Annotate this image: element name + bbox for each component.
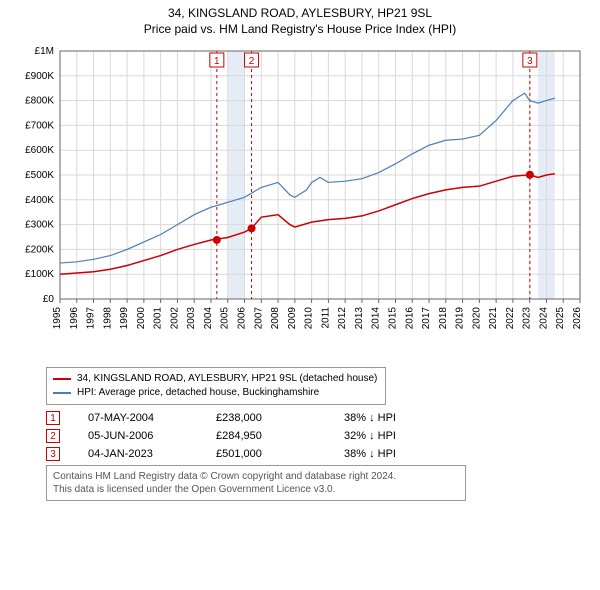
page-subtitle: Price paid vs. HM Land Registry's House …	[10, 22, 590, 38]
svg-text:2026: 2026	[572, 307, 583, 330]
legend-row-price: 34, KINGSLAND ROAD, AYLESBURY, HP21 9SL …	[53, 372, 379, 386]
svg-text:2000: 2000	[136, 307, 147, 330]
svg-text:2012: 2012	[337, 307, 348, 330]
marker-badge: 2	[46, 429, 60, 443]
svg-text:2002: 2002	[169, 307, 180, 330]
sale-delta: 32% ↓ HPI	[344, 430, 444, 442]
svg-text:2013: 2013	[354, 307, 365, 330]
svg-text:£1M: £1M	[35, 46, 54, 57]
legend-swatch-red	[53, 378, 71, 380]
svg-text:2024: 2024	[538, 307, 549, 330]
sale-price: £501,000	[216, 448, 316, 460]
svg-text:2011: 2011	[320, 307, 331, 329]
svg-text:£0: £0	[43, 294, 55, 305]
table-row: 1 07-MAY-2004 £238,000 38% ↓ HPI	[46, 411, 580, 425]
svg-text:£700K: £700K	[25, 121, 54, 132]
svg-text:1: 1	[214, 56, 220, 67]
table-row: 2 05-JUN-2006 £284,950 32% ↓ HPI	[46, 429, 580, 443]
svg-text:1996: 1996	[69, 307, 80, 330]
sale-date: 07-MAY-2004	[88, 412, 188, 424]
sale-price: £238,000	[216, 412, 316, 424]
svg-text:1998: 1998	[102, 307, 113, 330]
svg-text:1999: 1999	[119, 307, 130, 330]
svg-text:2005: 2005	[220, 307, 231, 330]
svg-text:£600K: £600K	[25, 145, 54, 156]
svg-text:1995: 1995	[52, 307, 63, 330]
svg-text:2025: 2025	[555, 307, 566, 330]
svg-text:2020: 2020	[471, 307, 482, 330]
svg-text:£900K: £900K	[25, 71, 54, 82]
marker-badge: 3	[46, 447, 60, 461]
svg-text:2: 2	[249, 56, 255, 67]
sale-date: 04-JAN-2023	[88, 448, 188, 460]
legend-swatch-blue	[53, 392, 71, 394]
legend-label-blue: HPI: Average price, detached house, Buck…	[77, 386, 319, 400]
svg-text:2021: 2021	[488, 307, 499, 330]
svg-text:2010: 2010	[304, 307, 315, 330]
svg-text:£500K: £500K	[25, 170, 54, 181]
svg-text:2004: 2004	[203, 307, 214, 330]
price-chart: £0 £100K £200K £300K £400K £500K £600K £700K £80…	[10, 41, 590, 361]
copyright-line1: Contains HM Land Registry data © Crown c…	[53, 470, 459, 483]
svg-text:£400K: £400K	[25, 195, 54, 206]
svg-text:2008: 2008	[270, 307, 281, 330]
svg-text:£800K: £800K	[25, 96, 54, 107]
copyright-line2: This data is licensed under the Open Gov…	[53, 483, 459, 496]
svg-text:2006: 2006	[237, 307, 248, 330]
legend-row-hpi: HPI: Average price, detached house, Buck…	[53, 386, 379, 400]
sales-table: 1 07-MAY-2004 £238,000 38% ↓ HPI 2 05-JU…	[46, 411, 580, 461]
page-title: 34, KINGSLAND ROAD, AYLESBURY, HP21 9SL	[10, 6, 590, 22]
svg-text:2009: 2009	[287, 307, 298, 330]
svg-text:2016: 2016	[404, 307, 415, 330]
svg-text:2001: 2001	[153, 307, 164, 330]
legend-label-red: 34, KINGSLAND ROAD, AYLESBURY, HP21 9SL …	[77, 372, 377, 386]
svg-text:£100K: £100K	[25, 269, 54, 280]
svg-text:2015: 2015	[387, 307, 398, 330]
svg-text:2023: 2023	[522, 307, 533, 330]
table-row: 3 04-JAN-2023 £501,000 38% ↓ HPI	[46, 447, 580, 461]
sale-price: £284,950	[216, 430, 316, 442]
svg-text:£200K: £200K	[25, 245, 54, 256]
sale-delta: 38% ↓ HPI	[344, 412, 444, 424]
svg-text:2007: 2007	[253, 307, 264, 330]
svg-text:2019: 2019	[455, 307, 466, 330]
svg-text:2014: 2014	[371, 307, 382, 330]
sale-delta: 38% ↓ HPI	[344, 448, 444, 460]
svg-text:3: 3	[527, 56, 533, 67]
copyright-box: Contains HM Land Registry data © Crown c…	[46, 465, 466, 501]
legend-box: 34, KINGSLAND ROAD, AYLESBURY, HP21 9SL …	[46, 367, 386, 405]
sale-date: 05-JUN-2006	[88, 430, 188, 442]
svg-text:1997: 1997	[86, 307, 97, 330]
svg-text:2018: 2018	[438, 307, 449, 330]
marker-badge: 1	[46, 411, 60, 425]
svg-text:2003: 2003	[186, 307, 197, 330]
svg-text:2017: 2017	[421, 307, 432, 330]
svg-text:£300K: £300K	[25, 220, 54, 231]
svg-text:2022: 2022	[505, 307, 516, 330]
